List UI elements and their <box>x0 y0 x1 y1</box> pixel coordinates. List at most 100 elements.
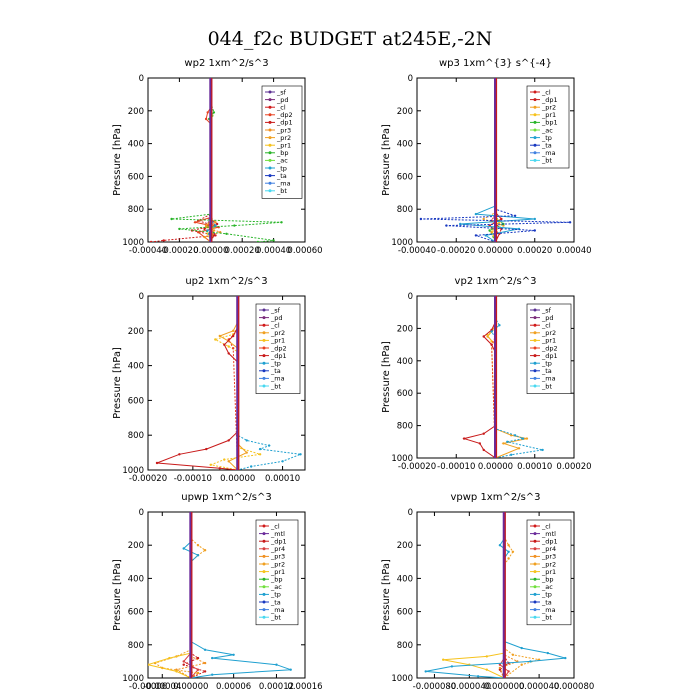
legend-marker <box>533 369 537 373</box>
series-line-tp <box>207 78 217 242</box>
data-point <box>490 343 493 346</box>
x-tick-label: 0.000000 <box>484 682 525 692</box>
data-point <box>232 653 235 656</box>
data-point <box>517 447 521 450</box>
legend-marker <box>533 158 537 162</box>
series-line-dp1 <box>462 296 496 458</box>
legend-marker <box>533 615 537 619</box>
data-point <box>482 217 485 221</box>
legend-label: _tp <box>541 134 552 142</box>
data-point <box>215 222 219 226</box>
legend-label: _pd <box>541 314 554 322</box>
y-tick-label: 1000 <box>391 238 413 248</box>
legend-marker <box>262 524 266 528</box>
data-point <box>462 437 466 440</box>
data-point <box>564 656 567 660</box>
data-point <box>520 646 523 650</box>
legend-label: _ac <box>541 126 553 134</box>
legend: _cl_mtl_dp1_pr4_pr3_pr2_pr1_bp_ac_tp_ta_… <box>255 519 299 626</box>
legend-label: _bp1 <box>541 119 558 127</box>
data-point <box>506 440 509 443</box>
data-point <box>196 668 200 671</box>
x-tick-label: 0.00020 <box>225 246 260 256</box>
legend-label: _ta <box>270 598 281 606</box>
data-point <box>450 665 454 668</box>
legend-label: _pr2 <box>541 560 556 568</box>
data-point <box>196 554 200 557</box>
legend-marker <box>533 532 537 536</box>
legend-label: _bp <box>276 149 289 157</box>
y-axis-label: Pressure [hPa] <box>112 347 123 419</box>
legend-marker <box>533 120 537 124</box>
data-point <box>175 668 178 671</box>
legend-marker <box>262 577 266 581</box>
y-tick-label: 200 <box>128 327 144 337</box>
x-tick-label: 0.00040 <box>556 246 591 256</box>
data-point <box>275 663 278 666</box>
chart-panel: vpwp 1xm^2/s^3 Pressure [hPa] 0 200 400 600 80… <box>381 492 594 692</box>
data-point <box>513 434 517 437</box>
data-point <box>507 550 510 553</box>
x-tick-label: 0.00040 <box>256 246 291 256</box>
data-point <box>258 453 262 456</box>
series-line-ta <box>420 78 571 242</box>
y-tick-label: 600 <box>397 389 413 399</box>
data-point <box>196 671 200 675</box>
legend-label: _dp1 <box>270 538 287 546</box>
legend-label: _pr1 <box>270 568 285 576</box>
legend-label: _ac <box>541 583 553 591</box>
x-tick-label: -0.00006 <box>129 682 167 692</box>
legend-label: _pr2 <box>270 329 285 337</box>
legend-marker <box>262 323 266 327</box>
data-point <box>182 660 185 663</box>
y-tick-label: 600 <box>128 608 144 618</box>
data-point <box>507 670 510 673</box>
legend-marker <box>533 524 537 528</box>
legend-marker <box>533 151 537 155</box>
data-point <box>175 670 178 673</box>
y-tick-label: 400 <box>397 140 413 150</box>
legend-label: _dp2 <box>270 344 287 352</box>
data-point <box>488 229 491 232</box>
legend-label: _pr1 <box>270 337 285 345</box>
data-point <box>232 347 235 350</box>
legend-label: _bt <box>541 157 552 165</box>
data-point <box>205 447 208 451</box>
legend-label: _dp2 <box>276 111 293 119</box>
x-tick-label: 0.00020 <box>517 246 552 256</box>
data-point <box>196 656 200 660</box>
panel-title: upwp 1xm^2/s^3 <box>181 492 271 503</box>
legend-label: _bp <box>541 576 554 584</box>
plot-frame <box>147 295 306 471</box>
y-tick-label: 0 <box>139 292 144 302</box>
legend-label: _dp1 <box>541 352 558 360</box>
series-line-pr2 <box>486 296 528 458</box>
data-point <box>541 448 544 452</box>
data-point <box>211 656 214 660</box>
legend-marker <box>533 331 537 335</box>
legend-marker <box>268 174 272 178</box>
series-line-pr2 <box>218 296 248 470</box>
data-point <box>204 224 208 227</box>
data-point <box>474 234 478 237</box>
data-point <box>511 653 515 656</box>
legend-label: _pr1 <box>541 337 556 345</box>
x-tick-label: -0.00040 <box>129 246 167 256</box>
data-point <box>482 432 485 435</box>
legend-marker <box>268 151 272 155</box>
legend-marker <box>262 608 266 612</box>
x-tick-label: 0.00020 <box>556 462 591 472</box>
legend-marker <box>533 376 537 380</box>
legend-label: _cl <box>270 522 280 530</box>
legend-label: _cl <box>276 104 286 112</box>
legend-label: _bt <box>276 187 287 195</box>
y-axis-label: Pressure [hPa] <box>112 559 123 631</box>
series-line-pr1 <box>443 512 505 678</box>
legend-marker <box>533 554 537 558</box>
data-point <box>498 666 502 670</box>
legend-marker <box>268 90 272 94</box>
legend-marker <box>262 346 266 350</box>
data-point <box>203 670 207 673</box>
legend-label: _pr1 <box>541 568 556 576</box>
data-point <box>476 675 480 678</box>
